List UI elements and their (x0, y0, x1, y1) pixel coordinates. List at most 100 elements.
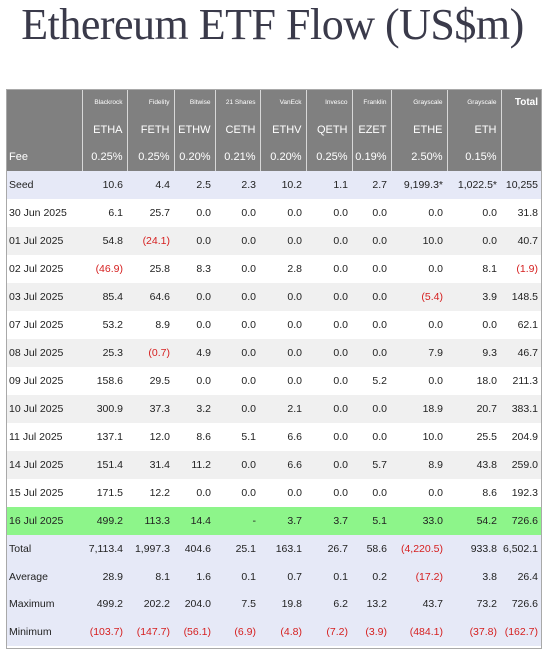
flow-value: 31.4 (127, 451, 174, 479)
flow-value: 8.6 (174, 423, 215, 451)
flow-value: 259.0 (501, 451, 542, 479)
flow-value: 0.0 (260, 339, 306, 367)
flow-value: 499.2 (82, 507, 127, 535)
flow-value: 29.5 (127, 367, 174, 395)
table-row: 11 Jul 2025 137.1 12.0 8.6 5.1 6.6 0.0 0.0 10.0 2… (6, 423, 542, 451)
flow-value: 0.0 (352, 255, 391, 283)
row-label: Minimum (6, 618, 82, 646)
flow-value: (6.9) (215, 618, 260, 646)
row-label: 03 Jul 2025 (6, 283, 82, 311)
flow-value: 0.0 (391, 311, 447, 339)
issuer-header: Blackrock (82, 89, 128, 116)
flow-value: 204.0 (174, 590, 215, 619)
ticker-header: ETHV (260, 116, 307, 143)
header-ticker-row: ETHA FETH ETHW CETH ETHV QETH EZET ETHE ETH (6, 116, 542, 143)
flow-value: 726.6 (501, 507, 542, 535)
flow-value: (46.9) (82, 255, 127, 283)
flow-value: 211.3 (501, 367, 542, 395)
ticker-header: ETHA (82, 116, 128, 143)
header-corner (6, 116, 83, 143)
issuer-header: Bitwise (174, 89, 216, 116)
flow-value: 43.8 (447, 451, 501, 479)
flow-value: 0.0 (447, 199, 501, 227)
fee-value: 0.25% (127, 143, 175, 171)
flow-value: 2.8 (260, 255, 306, 283)
etf-flow-table: Blackrock Fidelity Bitwise 21 Shares VanEck I… (6, 89, 542, 646)
flow-value: 0.0 (174, 367, 215, 395)
flow-value: 3.7 (260, 507, 306, 535)
table-row: 02 Jul 2025 (46.9) 25.8 8.3 0.0 2.8 0.0 0.0 0.0 8… (6, 255, 542, 283)
flow-value: 2.3 (215, 171, 260, 199)
row-label: 02 Jul 2025 (6, 255, 82, 283)
flow-value: 0.0 (260, 479, 306, 507)
row-label: 30 Jun 2025 (6, 199, 82, 227)
table-row: 14 Jul 2025 151.4 31.4 11.2 0.0 6.6 0.0 5.7 8.9 4… (6, 451, 542, 479)
flow-value: 11.2 (174, 451, 215, 479)
row-label: 16 Jul 2025 (6, 507, 82, 535)
ticker-header: EZET (352, 116, 392, 143)
flow-value: 1,022.5* (447, 171, 501, 199)
flow-value: 1.1 (306, 171, 352, 199)
flow-value: 37.3 (127, 395, 174, 423)
header-blank (501, 143, 542, 171)
flow-value: 64.6 (127, 283, 174, 311)
flow-value: 0.0 (306, 339, 352, 367)
flow-value: 192.3 (501, 479, 542, 507)
flow-value: 25.3 (82, 339, 127, 367)
flow-value: 28.9 (82, 562, 127, 591)
header-issuer-row: Blackrock Fidelity Bitwise 21 Shares VanEck I… (6, 89, 542, 116)
row-label: 11 Jul 2025 (6, 423, 82, 451)
flow-value: 0.0 (391, 367, 447, 395)
flow-value: 300.9 (82, 395, 127, 423)
total-header: Total (501, 89, 542, 116)
flow-value: 12.0 (127, 423, 174, 451)
flow-value: 0.0 (215, 367, 260, 395)
flow-value: 0.0 (352, 311, 391, 339)
header-corner (6, 89, 83, 116)
issuer-header: Invesco (306, 89, 353, 116)
flow-value: 151.4 (82, 451, 127, 479)
flow-value: 14.4 (174, 507, 215, 535)
flow-value: (7.2) (306, 618, 352, 646)
flow-value: 10.0 (391, 423, 447, 451)
flow-value: (37.8) (447, 618, 501, 646)
issuer-header: 21 Shares (215, 89, 261, 116)
flow-value: 10,255 (501, 171, 542, 199)
flow-value: 0.0 (391, 255, 447, 283)
flow-value: 5.1 (352, 507, 391, 535)
flow-value: 933.8 (447, 535, 501, 563)
flow-value: 25.7 (127, 199, 174, 227)
row-label: 08 Jul 2025 (6, 339, 82, 367)
fee-value: 0.20% (260, 143, 307, 171)
chart-title: Ethereum ETF Flow (US$m) (21, 0, 524, 49)
flow-value: 0.0 (174, 311, 215, 339)
flow-value: 0.0 (352, 395, 391, 423)
table-row: 09 Jul 2025 158.6 29.5 0.0 0.0 0.0 0.0 5.2 0.0 18… (6, 367, 542, 395)
flow-value: 0.0 (306, 311, 352, 339)
flow-value: 58.6 (352, 535, 391, 563)
flow-value: 43.7 (391, 590, 447, 619)
flow-value: 33.0 (391, 507, 447, 535)
table-row: Total 7,113.4 1,997.3 404.6 25.1 163.1 26.7 58.… (6, 535, 542, 563)
flow-value: 0.0 (391, 479, 447, 507)
ticker-header: ETH (447, 116, 502, 143)
flow-value: 0.0 (174, 227, 215, 255)
flow-value: 0.0 (215, 283, 260, 311)
flow-value: (17.2) (391, 562, 447, 591)
issuer-header: VanEck (260, 89, 307, 116)
flow-value: 5.7 (352, 451, 391, 479)
flow-value: 3.2 (174, 395, 215, 423)
flow-value: 54.2 (447, 507, 501, 535)
fee-value: 0.21% (215, 143, 261, 171)
ticker-header: ETHW (174, 116, 216, 143)
fee-value: 0.19% (352, 143, 392, 171)
flow-value: 18.0 (447, 367, 501, 395)
flow-value: 46.7 (501, 339, 542, 367)
fee-label: Fee (6, 143, 83, 171)
flow-value: 6.6 (260, 423, 306, 451)
flow-value: 5.2 (352, 367, 391, 395)
flow-value: (5.4) (391, 283, 447, 311)
flow-value: 0.0 (260, 199, 306, 227)
flow-value: 85.4 (82, 283, 127, 311)
flow-value: (3.9) (352, 618, 391, 646)
